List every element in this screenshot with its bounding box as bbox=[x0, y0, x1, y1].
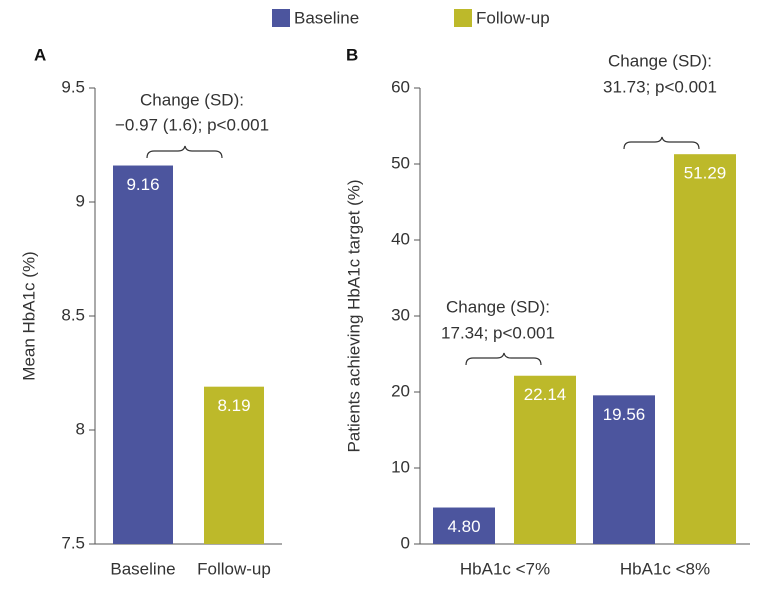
bar-value-label: 9.16 bbox=[126, 175, 159, 194]
bar bbox=[514, 375, 576, 544]
bar bbox=[113, 165, 173, 544]
annotation: −0.97 (1.6); p<0.001 bbox=[115, 115, 269, 134]
bar bbox=[593, 395, 655, 544]
x-tick-label: HbA1c <7% bbox=[460, 559, 550, 578]
legend-swatch bbox=[454, 9, 472, 27]
y-tick-label: 30 bbox=[391, 305, 410, 324]
brace bbox=[465, 352, 542, 366]
y-tick-label: 9 bbox=[76, 191, 85, 210]
annotation: Change (SD): bbox=[446, 297, 550, 316]
panel-label: A bbox=[34, 45, 46, 64]
bar-value-label: 4.80 bbox=[447, 517, 480, 536]
panel-label: B bbox=[346, 45, 358, 64]
x-tick-label: Follow-up bbox=[197, 559, 271, 578]
y-tick-label: 7.5 bbox=[61, 533, 85, 552]
y-tick-label: 60 bbox=[391, 77, 410, 96]
y-tick-label: 9.5 bbox=[61, 77, 85, 96]
x-tick-label: HbA1c <8% bbox=[620, 559, 710, 578]
annotation: 31.73; p<0.001 bbox=[603, 77, 717, 96]
y-axis-label: Mean HbA1c (%) bbox=[19, 251, 38, 380]
annotation: 17.34; p<0.001 bbox=[441, 323, 555, 342]
brace bbox=[623, 136, 700, 150]
bar bbox=[433, 507, 495, 544]
brace bbox=[146, 145, 223, 159]
annotation: Change (SD): bbox=[140, 90, 244, 109]
y-axis-label: Patients achieving HbA1c target (%) bbox=[344, 179, 363, 452]
x-tick-label: Baseline bbox=[110, 559, 175, 578]
legend-label: Baseline bbox=[294, 8, 359, 27]
annotation: Change (SD): bbox=[608, 51, 712, 70]
bar-value-label: 22.14 bbox=[524, 385, 567, 404]
legend-swatch bbox=[272, 9, 290, 27]
bar bbox=[204, 386, 264, 544]
y-tick-label: 10 bbox=[391, 457, 410, 476]
y-tick-label: 50 bbox=[391, 153, 410, 172]
y-tick-label: 8.5 bbox=[61, 305, 85, 324]
y-tick-label: 40 bbox=[391, 229, 410, 248]
bar-value-label: 8.19 bbox=[217, 396, 250, 415]
y-tick-label: 8 bbox=[76, 419, 85, 438]
bar-value-label: 51.29 bbox=[684, 164, 727, 183]
y-tick-label: 20 bbox=[391, 381, 410, 400]
y-tick-label: 0 bbox=[401, 533, 410, 552]
bar bbox=[674, 154, 736, 545]
legend-label: Follow-up bbox=[476, 8, 550, 27]
bar-value-label: 19.56 bbox=[603, 405, 646, 424]
